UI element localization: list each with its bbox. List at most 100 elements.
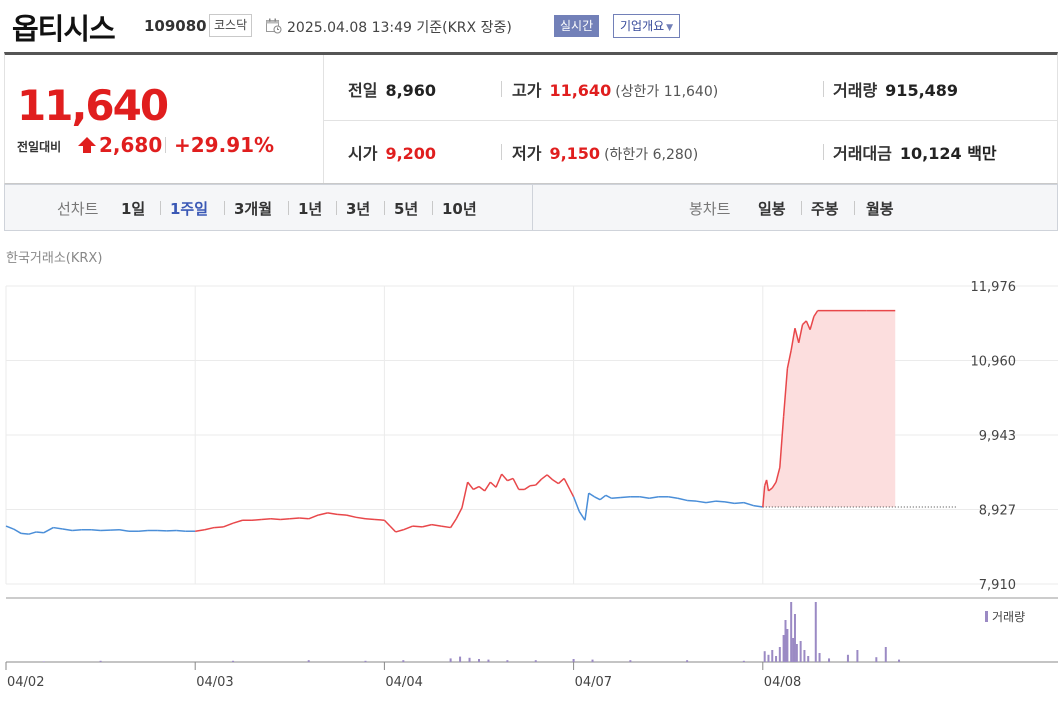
period-divider: [384, 201, 385, 215]
price-segment: [588, 492, 595, 498]
price-segment: [5, 525, 14, 530]
price-segment: [355, 516, 366, 520]
period-5year[interactable]: 5년: [394, 200, 419, 218]
volume-bar: [793, 614, 796, 662]
volume-bar: [629, 660, 632, 662]
y-tick-label: 10,960: [971, 355, 1017, 370]
current-price: 11,640: [17, 81, 169, 130]
volume-bar: [784, 620, 787, 662]
candle-monthly[interactable]: 월봉: [866, 200, 894, 218]
change-divider: [165, 137, 166, 153]
price-segment: [668, 496, 678, 499]
price-segment: [546, 474, 554, 481]
price-segment: [584, 493, 590, 521]
realtime-button[interactable]: 실시간: [554, 15, 600, 37]
period-3month[interactable]: 3개월: [234, 200, 273, 218]
price-segment: [495, 473, 503, 488]
quote-datetime: 2025.04.08 13:49 기준(KRX 장중): [287, 20, 512, 36]
high-value: 11,640: [549, 81, 612, 100]
volume-legend-swatch: [985, 611, 988, 622]
period-bar-divider: [532, 185, 533, 230]
price-segment: [649, 496, 659, 499]
price-segment: [798, 324, 804, 344]
price-segment: [572, 496, 580, 512]
price-segment: [802, 320, 807, 326]
period-divider: [160, 201, 161, 215]
prev-close-label: 전일: [348, 81, 378, 100]
price-segment: [270, 518, 281, 521]
price-segment: [605, 494, 612, 499]
prev-close-cell: 전일 8,960: [348, 77, 436, 101]
y-tick-label: 8,927: [979, 504, 1016, 519]
volume-bar: [856, 650, 859, 662]
period-10year[interactable]: 10년: [442, 200, 477, 218]
low-cell: 저가 9,150 (하한가 6,280): [512, 140, 698, 164]
price-segment: [204, 526, 215, 531]
volume-bar: [232, 660, 235, 662]
stock-header: 옵티시스 109080 코스닥 2025.04.08 13:49 기준(KRX …: [0, 0, 1062, 50]
price-segment: [91, 529, 101, 532]
volume-bar: [42, 661, 45, 662]
period-divider: [432, 201, 433, 215]
price-segment: [327, 512, 338, 516]
price-segment: [753, 504, 763, 508]
y-tick-label: 7,910: [979, 578, 1016, 593]
volume-bar: [846, 654, 849, 662]
volume-bar: [487, 659, 490, 662]
price-segment: [441, 525, 451, 529]
company-overview-dropdown[interactable]: 기업개요 ▼: [613, 14, 681, 38]
turnover-label: 거래대금: [833, 144, 892, 163]
price-segment: [563, 478, 571, 490]
high-label: 고가: [512, 81, 542, 100]
price-segment: [461, 481, 469, 508]
price-segment: [599, 494, 607, 501]
period-1year[interactable]: 1년: [298, 200, 323, 218]
volume-bar: [742, 660, 745, 662]
candle-weekly[interactable]: 주봉: [811, 200, 839, 218]
chart-period-bar: 선차트 1일 1주일 3개월 1년 3년 5년 10년 봉차트 일봉 주봉 월봉: [4, 184, 1058, 231]
price-segment: [53, 526, 63, 530]
change-value: 2,680: [99, 133, 163, 157]
price-segment: [569, 489, 575, 498]
volume-bar: [534, 660, 537, 662]
market-badge: 코스닥: [209, 14, 253, 37]
price-chart[interactable]: 11,976 10,960 9,943 8,927 7,910 거래량 04/02 04/03…: [0, 270, 1062, 717]
price-segment: [765, 479, 770, 492]
y-tick-label: 9,943: [979, 429, 1016, 444]
volume-label: 거래량: [833, 81, 878, 100]
period-1day[interactable]: 1일: [121, 200, 146, 218]
price-segment: [507, 477, 514, 482]
price-segment: [289, 517, 300, 520]
high-cell: 고가 11,640 (상한가 11,640): [512, 77, 718, 101]
volume-legend-label: 거래량: [992, 610, 1025, 624]
price-segment: [403, 525, 414, 531]
x-tick-label: 04/08: [764, 675, 801, 690]
line-chart-label: 선차트: [57, 200, 99, 218]
price-segment: [557, 477, 565, 485]
price-segment: [467, 481, 474, 490]
price-segment: [779, 416, 785, 468]
quote-panel: 11,640 전일대비 2,680 +29.91% 전일 8,960 고가 11,6…: [4, 52, 1058, 184]
price-segment: [383, 519, 391, 527]
price-segment: [472, 485, 480, 491]
price-segment: [540, 474, 548, 480]
stock-name: 옵티시스: [12, 12, 116, 46]
price-segment: [484, 481, 491, 492]
price-segment: [62, 528, 73, 532]
x-tick-label: 04/07: [575, 675, 612, 690]
price-segment: [594, 496, 601, 501]
price-segment: [790, 328, 796, 351]
price-segment: [365, 518, 375, 521]
period-1week[interactable]: 1주일: [170, 200, 209, 218]
price-segment: [512, 478, 520, 490]
volume-bar: [307, 660, 310, 662]
price-segment: [72, 529, 82, 532]
period-3year[interactable]: 3년: [346, 200, 371, 218]
period-divider: [224, 201, 225, 215]
candle-daily[interactable]: 일봉: [758, 200, 786, 218]
y-tick-label: 11,976: [971, 280, 1017, 295]
volume-bar: [99, 660, 102, 662]
x-tick-label: 04/03: [196, 675, 233, 690]
volume-bar: [814, 602, 817, 662]
price-segment: [724, 501, 735, 505]
